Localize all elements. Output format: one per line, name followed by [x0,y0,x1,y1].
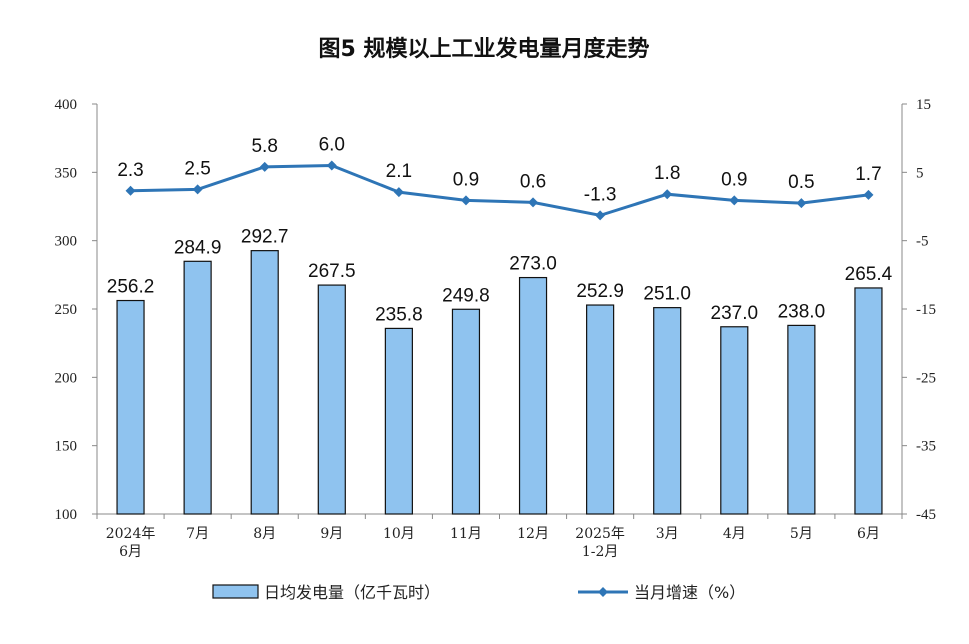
line-point [125,185,136,196]
x-tick-label: 7月 [186,526,209,542]
line-data-label: 0.9 [453,169,479,190]
left-tick-label: 350 [55,165,78,181]
bar [384,327,413,515]
right-tick-label: -45 [916,507,936,523]
axes: 100 150 200 250 300 350 400 -45 -35 -25 -15 -5 5 15 20… [55,97,937,560]
left-tick-label: 250 [55,302,78,318]
x-tick-label: 8月 [253,526,276,542]
line-point [863,189,874,200]
x-tick-label: 10月 [383,526,415,542]
x-tick-label: 5月 [790,526,813,542]
line-data-label: 2.5 [184,158,210,179]
line-data-label: 2.3 [117,160,143,181]
right-tick-label: 5 [916,165,924,181]
x-tick-label: 6月 [857,526,880,542]
bar-data-label: 267.5 [308,261,356,282]
bar-data-label: 265.4 [845,264,893,285]
line-point [460,195,471,206]
line-point [192,184,203,195]
x-tick-label: 6月 [119,544,142,560]
line-data-label: 1.7 [855,164,881,185]
x-tick-label: 9月 [320,526,343,542]
bar [854,287,883,515]
line-data-label: 1.8 [654,163,680,184]
legend-line-label: 当月增速（%） [634,583,745,602]
legend-bar-swatch [212,584,259,599]
line-data-label: 5.8 [251,136,277,157]
line-data-label: 2.1 [386,161,412,182]
line-data-label: 6.0 [319,135,345,156]
bar [653,307,682,515]
bar [451,308,481,515]
legend-bar-label: 日均发电量（亿千瓦时） [264,583,440,602]
line-point [528,197,539,208]
data-labels: 256.2 284.9 292.7 267.5 235.8 249.8 273.0 252.9… [107,135,893,326]
right-tick-label: 15 [916,97,931,113]
legend-line-marker [598,587,608,597]
line-path [130,163,869,217]
right-tick-label: -15 [916,302,936,318]
line-point [796,198,807,209]
bar-data-label: 237.0 [711,303,759,324]
left-tick-label: 100 [55,507,78,523]
line-data-label: 0.5 [788,172,814,193]
line-point [662,189,673,200]
line-point [595,210,606,221]
bar [518,276,548,515]
legend: 日均发电量（亿千瓦时） 当月增速（%） [212,583,745,602]
bar-data-label: 252.9 [576,281,624,302]
right-tick-label: -5 [916,234,929,250]
line-series [125,160,874,221]
bar [787,324,816,515]
bar-data-label: 273.0 [509,254,557,275]
left-tick-label: 400 [55,97,78,113]
line-data-label: 0.6 [520,171,546,192]
line-point [259,161,270,172]
line-point [393,187,404,198]
x-tick-label: 3月 [656,526,679,542]
bar-data-label: 292.7 [241,227,289,248]
bar-data-label: 235.8 [375,304,423,325]
line-point [729,195,740,206]
bar [317,284,346,515]
bar [116,299,145,515]
bar-data-label: 249.8 [442,285,490,306]
line-data-label: -1.3 [584,184,617,205]
left-tick-label: 300 [55,234,78,250]
left-tick-label: 200 [55,370,78,386]
right-tick-label: -35 [916,439,936,455]
x-tick-label: 2025年 [575,526,625,542]
x-tick-label: 1-2月 [582,544,619,560]
left-tick-label: 150 [55,439,78,455]
bar-data-label: 256.2 [107,277,155,298]
bar-data-label: 284.9 [174,237,222,258]
x-tick-label: 12月 [517,526,549,542]
right-tick-label: -25 [916,370,936,386]
bar-series [116,250,883,515]
x-tick-label: 2024年 [106,526,156,542]
x-tick-label: 4月 [723,526,746,542]
bar-data-label: 251.0 [643,284,691,305]
bar [250,250,279,515]
bar [586,304,615,515]
bar-data-label: 238.0 [778,301,826,322]
line-point [326,160,337,171]
x-tick-label: 11月 [450,526,482,542]
chart-title: 图5 规模以上工业发电量月度走势 [319,36,650,62]
line-data-label: 0.9 [721,169,747,190]
bar [183,260,212,515]
bar [720,326,749,515]
